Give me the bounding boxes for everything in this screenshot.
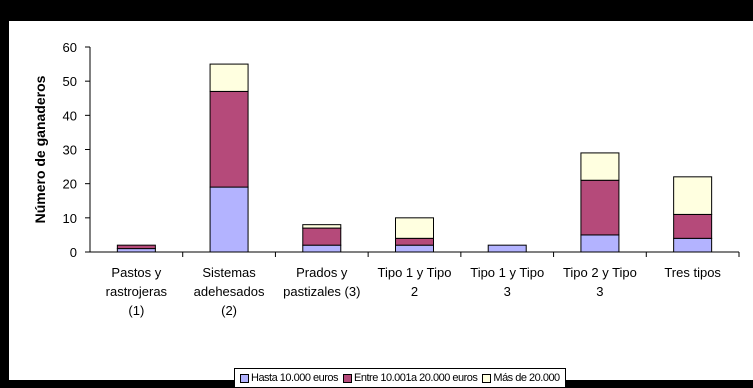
x-category-label: 2 — [411, 284, 418, 299]
legend-swatch — [343, 373, 353, 383]
x-category-label: 3 — [596, 284, 603, 299]
x-category-label: Tipo 1 y Tipo — [470, 265, 544, 280]
bar-segment — [673, 237, 713, 253]
bar-segment — [116, 244, 156, 250]
x-category-label: Sistemas — [202, 265, 256, 280]
bar-segment — [116, 248, 156, 253]
x-category-label: Pastos y — [111, 265, 161, 280]
legend-swatch — [240, 373, 249, 383]
stacked-bar-chart: 0 10 20 30 40 50 60 Número de ganaderos Pastos y… — [32, 40, 740, 318]
y-tick-label: 0 — [70, 245, 77, 260]
chart-panel: 0 10 20 30 40 50 60 Número de ganaderos Pastos y… — [9, 21, 753, 388]
bar-segment — [302, 227, 342, 246]
x-category-label: rastrojeras — [106, 284, 168, 299]
bar-segment — [487, 244, 527, 253]
bar-segment — [580, 152, 620, 181]
y-axis-title: Número de ganaderos — [32, 75, 48, 223]
legend-label: Más de 20.000 — [493, 372, 560, 384]
bar-segment — [302, 244, 342, 253]
bar-segment — [395, 217, 434, 239]
y-tick-label: 40 — [63, 108, 77, 123]
legend-item: Entre 10.001a 20.000 euros — [343, 372, 478, 384]
x-category-label: (2) — [221, 303, 237, 318]
bar-segment — [673, 176, 713, 215]
legend: Hasta 10.000 euros Entre 10.001a 20.000 e… — [234, 368, 566, 388]
y-tick-label: 10 — [63, 211, 77, 226]
y-tick-label: 60 — [63, 40, 77, 55]
x-category-label: adehesados — [194, 284, 265, 299]
y-tick-label: 50 — [63, 74, 77, 89]
bar-segment — [580, 234, 620, 253]
x-category-label: 3 — [504, 284, 511, 299]
legend-item: Más de 20.000 — [482, 372, 560, 384]
bar-segment — [209, 63, 249, 92]
legend-label: Entre 10.001a 20.000 euros — [354, 372, 478, 384]
bar-segment — [302, 224, 342, 229]
bar-segment — [673, 213, 713, 239]
chart-frame: 0 10 20 30 40 50 60 Número de ganaderos Pastos y… — [9, 21, 753, 388]
legend-swatch — [482, 373, 492, 383]
bar-segment — [209, 186, 249, 253]
bar-segment — [395, 244, 434, 253]
y-tick-label: 30 — [63, 143, 77, 158]
x-category-label: Tipo 2 y Tipo — [563, 265, 637, 280]
legend-label: Hasta 10.000 euros — [251, 372, 339, 384]
x-category-label: Prados y — [296, 265, 348, 280]
x-category-label: (1) — [128, 303, 144, 318]
x-category-label: Tres tipos — [664, 265, 721, 280]
x-category-label: Tipo 1 y Tipo — [378, 265, 452, 280]
x-category-label: pastizales (3) — [283, 284, 360, 299]
y-tick-label: 20 — [63, 177, 77, 192]
legend-item: Hasta 10.000 euros — [240, 372, 339, 384]
bar-segment — [209, 90, 249, 188]
bar-segment — [395, 237, 434, 246]
bar-segment — [580, 179, 620, 236]
